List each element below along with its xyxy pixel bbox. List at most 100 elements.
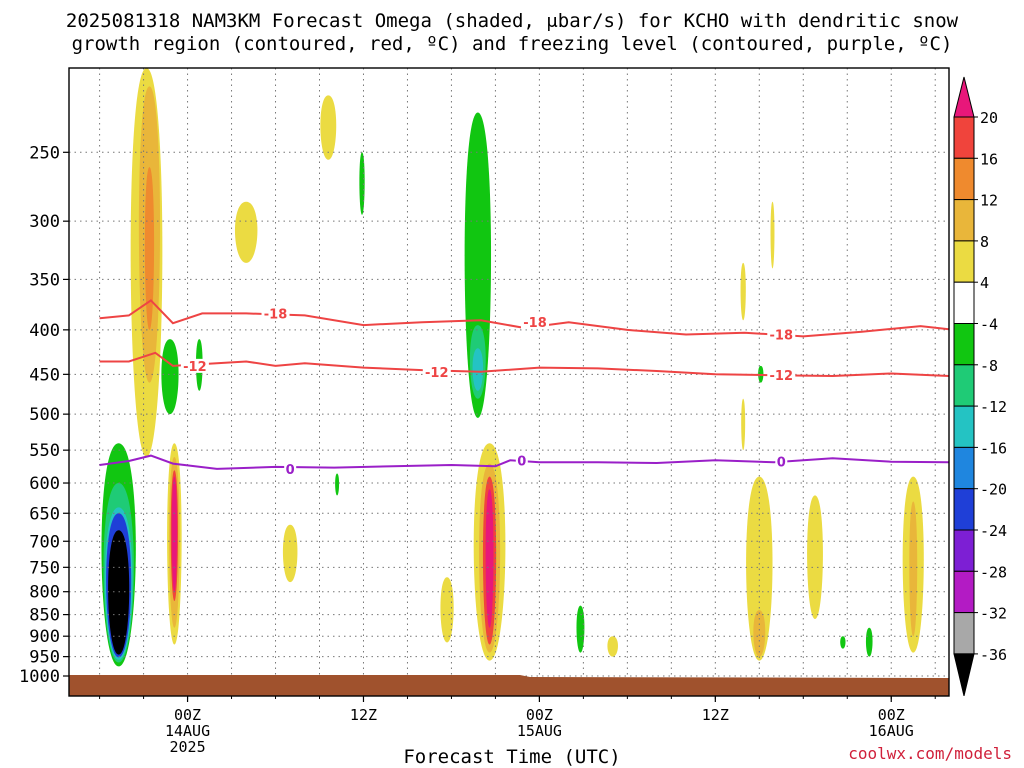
omega-region: [485, 489, 494, 628]
omega-region: [607, 636, 618, 657]
colorbar-bin: [953, 529, 975, 572]
contour-label: -12: [770, 369, 794, 384]
grid-lines: [69, 68, 949, 696]
y-tick-label: 800: [29, 583, 60, 603]
contour-label: -12: [425, 366, 449, 381]
x-tick-label: 00Z: [878, 706, 905, 724]
colorbar-bin: [953, 199, 975, 242]
contour-label-bg: [521, 315, 550, 330]
x-tick-label: 00Z: [174, 706, 201, 724]
contour-line: [99, 351, 949, 378]
colorbar-bin: [953, 240, 975, 283]
contour-label-bg: [775, 454, 788, 469]
chart-title-line1: 2025081318 NAM3KM Forecast Omega (shaded…: [65, 10, 959, 32]
plot-frame: [68, 67, 950, 697]
colorbar-label: -12: [980, 398, 1007, 416]
y-tick-label: 300: [29, 212, 60, 232]
y-tick-label: 250: [29, 143, 60, 163]
colorbar-bin: [953, 612, 975, 655]
colorbar-label: -32: [980, 605, 1007, 623]
y-tick-label: 400: [29, 321, 60, 341]
omega-region: [108, 530, 130, 655]
colorbar-label: -20: [980, 481, 1007, 499]
omega-region: [320, 95, 337, 160]
colorbar-bin: [953, 281, 975, 325]
omega-region: [472, 348, 484, 391]
colorbar-bin: [953, 323, 975, 366]
x-tick-label: 16AUG: [869, 722, 914, 740]
colorbar-label: -8: [980, 357, 998, 375]
omega-region: [865, 627, 873, 657]
contour-label-bg: [261, 306, 290, 321]
contour-label: -18: [264, 307, 288, 322]
contour-label-bg: [767, 368, 796, 383]
colorbar-label: 16: [980, 150, 998, 168]
x-tick-label: 00Z: [526, 706, 553, 724]
colorbar-label: -28: [980, 563, 1007, 581]
contour-label: 0: [777, 456, 786, 471]
y-tick-label: 600: [29, 474, 60, 494]
contour-label-bg: [180, 358, 209, 373]
terrain-fill: [69, 675, 949, 696]
y-tick-label: 1000: [19, 667, 60, 687]
y-tick-label: 900: [29, 627, 60, 647]
omega-region: [234, 201, 258, 263]
colorbar-label: -4: [980, 316, 998, 334]
colorbar-bin: [953, 157, 975, 201]
x-tick-label: 15AUG: [517, 722, 562, 740]
contour-label: 0: [517, 454, 526, 469]
y-tick-label: 350: [29, 270, 60, 290]
y-axis-ticks: 2503003504004505005506006507007508008509…: [19, 143, 69, 687]
credit-link[interactable]: coolwx.com/models: [848, 744, 1012, 763]
colorbar-bin: [953, 405, 975, 448]
y-tick-label: 450: [29, 365, 60, 385]
omega-region: [741, 398, 746, 451]
omega-region: [282, 524, 298, 583]
colorbar-label: -24: [980, 522, 1007, 540]
colorbar: 20 16 12 8 4 -4 -8 -12 -16 -20 -24 -28 -32 -36: [953, 76, 1007, 697]
temperature-contours: -18 -18 -18 -12 -12 -12 0 0 0: [99, 299, 949, 478]
colorbar-bin: [953, 116, 975, 159]
x-axis-label: Forecast Time (UTC): [403, 746, 621, 768]
omega-region: [740, 262, 746, 321]
colorbar-label: 20: [980, 109, 998, 127]
y-tick-label: 500: [29, 405, 60, 425]
omega-region: [840, 636, 846, 649]
contour-line: [99, 299, 949, 338]
colorbar-label: -16: [980, 439, 1007, 457]
contour-label: -18: [523, 316, 547, 331]
terrain-surface: [69, 675, 949, 696]
colorbar-bin: [953, 570, 975, 614]
y-tick-label: 950: [29, 648, 60, 668]
y-tick-label: 750: [29, 558, 60, 578]
colorbar-bin: [953, 446, 975, 490]
omega-region: [335, 473, 340, 496]
chart-title-line2: growth region (contoured, red, ºC) and f…: [71, 33, 953, 55]
colorbar-label: 4: [980, 274, 989, 292]
contour-line: [99, 454, 949, 470]
omega-region: [171, 476, 178, 592]
x-tick-label: 14AUG: [165, 722, 210, 740]
contour-label-bg: [422, 364, 451, 379]
colorbar-label: 12: [980, 192, 998, 210]
x-tick-label: 12Z: [350, 706, 377, 724]
contour-label: -18: [770, 329, 794, 344]
contour-label: -12: [183, 360, 207, 375]
contour-label-bg: [284, 461, 297, 476]
contour-label-bg: [767, 327, 796, 342]
colorbar-bin: [953, 364, 975, 407]
omega-region: [753, 610, 766, 657]
x-tick-label: 12Z: [702, 706, 729, 724]
y-tick-label: 700: [29, 532, 60, 552]
omega-region: [909, 501, 918, 637]
colorbar-label: -36: [980, 646, 1007, 664]
colorbar-bin: [953, 488, 975, 531]
omega-region: [144, 167, 155, 330]
contour-label: 0: [286, 463, 295, 478]
colorbar-label: 8: [980, 233, 989, 251]
colorbar-extend-max: [953, 76, 975, 118]
y-tick-label: 850: [29, 606, 60, 626]
y-tick-label: 650: [29, 504, 60, 524]
